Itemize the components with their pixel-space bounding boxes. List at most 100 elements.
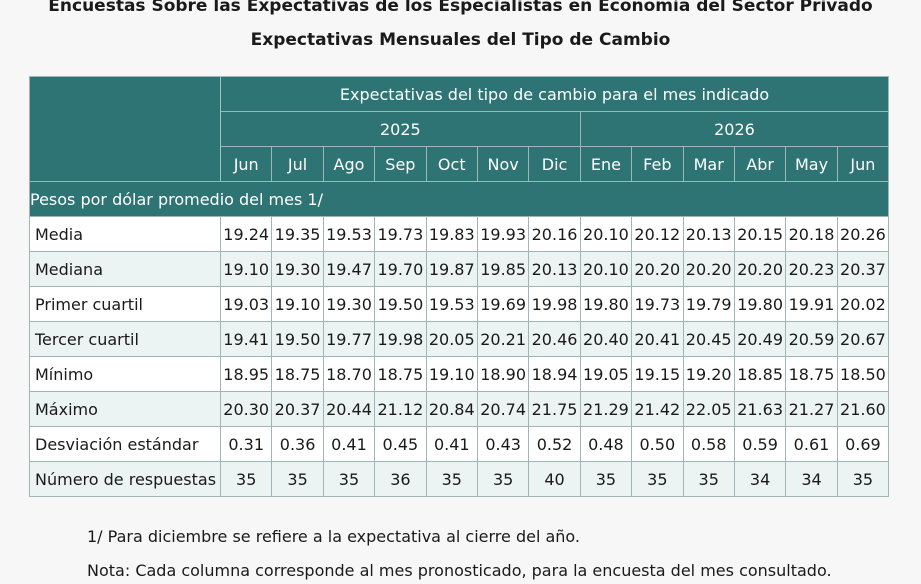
table-cell: 19.93 [476, 216, 530, 252]
table-cell: 19.69 [476, 286, 530, 322]
table-cell: 19.85 [476, 251, 530, 287]
table-cell: 21.75 [528, 391, 581, 427]
table-cell: 0.48 [579, 426, 633, 462]
table-cell: 20.10 [579, 251, 633, 287]
table-cell: 34 [733, 461, 787, 497]
table-cell: 35 [836, 461, 890, 497]
footnote-2: Nota: Cada columna corresponde al mes pr… [87, 561, 832, 580]
table-cell: 19.79 [682, 286, 735, 322]
header-corner [29, 76, 221, 182]
header-group-label: Expectativas del tipo de cambio para el … [219, 76, 890, 112]
table-cell: 20.40 [579, 321, 633, 357]
table-cell: 20.59 [785, 321, 838, 357]
table-row: Mediana 19.10 19.30 19.47 19.70 19.87 19.85 20.… [29, 251, 890, 287]
table-cell: 20.30 [219, 391, 273, 427]
table-cell: 19.87 [425, 251, 478, 287]
header-month: Mar [682, 146, 735, 182]
table-cell: 0.36 [271, 426, 324, 462]
table-cell: 21.27 [785, 391, 838, 427]
table-cell: 35 [425, 461, 478, 497]
table-cell: 0.61 [785, 426, 838, 462]
table-cell: 20.46 [528, 321, 581, 357]
table-cell: 19.15 [631, 356, 684, 392]
table-cell: 0.69 [836, 426, 890, 462]
table-cell: 19.41 [219, 321, 273, 357]
table-cell: 20.20 [631, 251, 684, 287]
table-cell: 20.23 [785, 251, 838, 287]
table-cell: 20.84 [425, 391, 478, 427]
table-row: Tercer cuartil 19.41 19.50 19.77 19.98 20.05 2… [29, 321, 890, 357]
header-month: Dic [528, 146, 581, 182]
table-cell: 0.31 [219, 426, 273, 462]
table-cell: 19.98 [528, 286, 581, 322]
header-month: Feb [631, 146, 684, 182]
table-cell: 0.59 [733, 426, 787, 462]
table-cell: 20.37 [836, 251, 890, 287]
title-line2: Expectativas Mensuales del Tipo de Cambi… [250, 30, 671, 50]
table-cell: 19.53 [322, 216, 376, 252]
table-cell: 19.73 [374, 216, 427, 252]
footnote-1: 1/ Para diciembre se refiere a la expect… [87, 527, 581, 546]
table-cell: 35 [322, 461, 376, 497]
table-cell: 20.67 [836, 321, 890, 357]
table-cell: 19.10 [219, 251, 273, 287]
table-cell: 19.35 [271, 216, 324, 252]
table-cell: 18.50 [836, 356, 890, 392]
table-row: Desviación estándar 0.31 0.36 0.41 0.45 0.41 0… [29, 426, 890, 462]
row-label: Media [29, 216, 221, 252]
header-month: Abr [733, 146, 787, 182]
table-cell: 34 [785, 461, 838, 497]
header-month: Jul [271, 146, 324, 182]
table-cell: 40 [528, 461, 581, 497]
expectations-table: Expectativas del tipo de cambio para el … [28, 76, 890, 497]
table-cell: 18.70 [322, 356, 376, 392]
table-cell: 21.60 [836, 391, 890, 427]
header-month: Jun [219, 146, 273, 182]
table-cell: 18.75 [271, 356, 324, 392]
table-cell: 18.94 [528, 356, 581, 392]
table-cell: 19.80 [579, 286, 633, 322]
header-year-2026: 2026 [579, 111, 890, 147]
table-cell: 19.47 [322, 251, 376, 287]
table-cell: 19.53 [425, 286, 478, 322]
table-cell: 20.16 [528, 216, 581, 252]
table-cell: 20.44 [322, 391, 376, 427]
table-cell: 19.73 [631, 286, 684, 322]
table-cell: 21.42 [631, 391, 684, 427]
table-cell: 21.12 [374, 391, 427, 427]
table-cell: 20.10 [579, 216, 633, 252]
table-cell: 20.20 [733, 251, 787, 287]
table-cell: 19.05 [579, 356, 633, 392]
table-cell: 20.21 [476, 321, 530, 357]
header-year-2025: 2025 [220, 111, 581, 147]
section-label: Pesos por dólar promedio del mes 1/ [28, 181, 890, 217]
table-cell: 0.58 [682, 426, 735, 462]
table-cell: 20.20 [682, 251, 735, 287]
table-cell: 35 [219, 461, 273, 497]
table-cell: 20.41 [631, 321, 684, 357]
table-cell: 20.13 [682, 216, 735, 252]
header-month: May [785, 146, 838, 182]
row-label: Desviación estándar [29, 426, 221, 462]
table-cell: 18.90 [476, 356, 530, 392]
table-cell: 0.52 [528, 426, 581, 462]
table-cell: 36 [374, 461, 427, 497]
table-cell: 0.45 [374, 426, 427, 462]
row-label: Mediana [29, 251, 221, 287]
table-cell: 19.30 [271, 251, 324, 287]
table-cell: 19.03 [219, 286, 273, 322]
header-month: Sep [374, 146, 427, 182]
table-cell: 19.98 [374, 321, 427, 357]
table-cell: 20.02 [836, 286, 890, 322]
table-cell: 19.10 [425, 356, 478, 392]
table-cell: 21.29 [579, 391, 633, 427]
table-cell: 19.24 [219, 216, 273, 252]
table-cell: 35 [631, 461, 684, 497]
table-cell: 20.15 [733, 216, 787, 252]
table-cell: 19.77 [322, 321, 376, 357]
table-row: Media 19.24 19.35 19.53 19.73 19.83 19.93 20.16… [29, 216, 890, 252]
header-month: Jun [836, 146, 890, 182]
row-label: Tercer cuartil [29, 321, 221, 357]
table-cell: 18.75 [785, 356, 838, 392]
header-month: Ene [579, 146, 633, 182]
